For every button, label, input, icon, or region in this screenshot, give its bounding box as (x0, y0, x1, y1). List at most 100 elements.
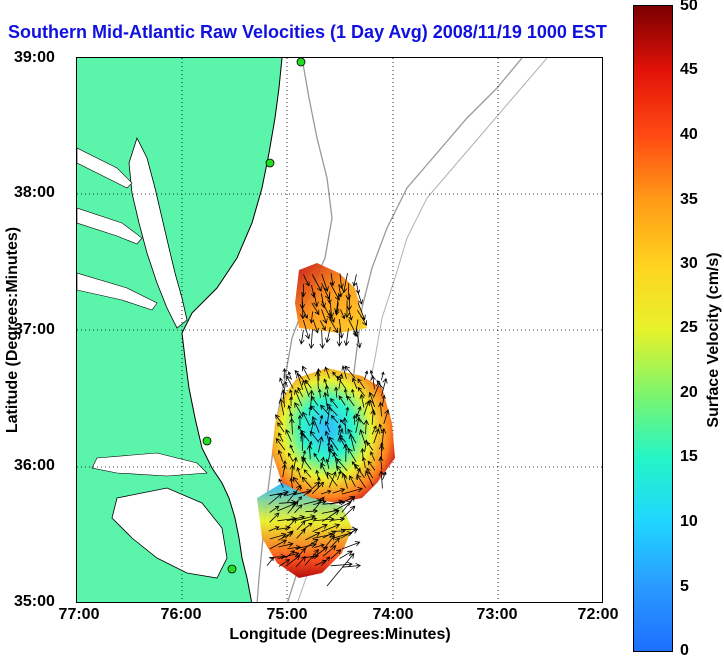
station-marker-4 (227, 564, 237, 574)
velocity-arrow (278, 541, 294, 548)
y-tick-label: 35:00 (14, 593, 55, 610)
velocity-arrow (318, 388, 322, 398)
velocity-arrow (301, 456, 312, 470)
velocity-arrow (325, 327, 331, 344)
velocity-arrow (338, 373, 344, 389)
velocity-arrow (357, 309, 368, 326)
velocity-arrow (324, 366, 330, 379)
velocity-arrow (344, 365, 356, 379)
x-tick-label: 75:00 (266, 606, 308, 623)
x-tick-label: 76:00 (160, 606, 202, 623)
velocity-arrow (378, 470, 385, 489)
velocity-arrow (367, 460, 376, 471)
velocity-arrow (303, 516, 318, 522)
velocity-arrow (296, 520, 306, 531)
velocity-arrow (383, 409, 390, 425)
velocity-map[interactable] (76, 57, 603, 603)
velocity-arrow (347, 447, 357, 463)
bay-inlet-3 (77, 272, 158, 311)
velocity-arrow (309, 311, 314, 324)
velocity-arrow (368, 399, 375, 416)
colorbar-tick: 20 (680, 384, 698, 401)
colorbar-tick: 40 (680, 126, 698, 143)
velocity-arrow (339, 550, 353, 559)
velocity-arrow (314, 370, 321, 390)
velocity-arrow (320, 556, 331, 566)
velocity-arrow (297, 414, 303, 426)
velocity-arrow (309, 430, 320, 443)
velocity-arrow (343, 328, 350, 347)
x-tick-label: 73:00 (476, 606, 518, 623)
velocity-arrow (337, 424, 342, 436)
velocity-arrow (311, 274, 322, 292)
velocity-arrow (287, 484, 302, 503)
velocity-arrow (348, 433, 355, 451)
velocity-arrow (351, 388, 355, 398)
velocity-arrow (320, 404, 330, 416)
velocity-arrow (321, 510, 340, 522)
velocity-arrow (287, 545, 302, 551)
albemarle-sound (91, 452, 208, 477)
velocity-arrow (310, 420, 315, 433)
velocity-arrow (303, 522, 313, 530)
velocity-arrow (371, 425, 377, 435)
velocity-arrow (361, 456, 367, 469)
velocity-arrow (310, 284, 316, 298)
chesapeake-bay (128, 136, 188, 329)
y-tick-label: 36:00 (14, 457, 55, 474)
velocity-arrow (302, 365, 310, 381)
velocity-arrow (341, 495, 356, 513)
x-tick-label: 72:00 (577, 606, 619, 623)
velocity-arrow (365, 470, 374, 487)
y-tick-label: 38:00 (14, 184, 55, 201)
velocity-arrow (381, 371, 385, 381)
velocity-arrow (294, 402, 303, 417)
velocity-arrow (268, 493, 283, 505)
velocity-arrow (311, 546, 329, 559)
velocity-arrow (341, 487, 363, 495)
velocity-arrow (366, 441, 374, 451)
velocity-vectors (266, 273, 390, 587)
velocity-arrow (324, 420, 331, 433)
colorbar (633, 5, 673, 652)
station-marker-2 (265, 158, 275, 168)
velocity-arrow (381, 394, 386, 406)
velocity-arrow (286, 375, 294, 389)
velocity-arrow (329, 273, 335, 287)
velocity-arrow (328, 436, 339, 451)
velocity-arrow (302, 411, 311, 426)
velocity-patch-south (272, 368, 395, 503)
velocity-arrow (366, 467, 374, 479)
colorbar-tick: 35 (680, 191, 698, 208)
velocity-arrow (303, 481, 321, 497)
velocity-arrow (278, 432, 284, 442)
station-marker-3 (202, 436, 212, 446)
velocity-arrow (312, 319, 319, 334)
velocity-arrow (277, 422, 285, 433)
velocity-arrow (334, 386, 339, 398)
velocity-arrow (266, 556, 275, 566)
velocity-arrow (332, 488, 346, 494)
colorbar-tick: 15 (680, 448, 698, 465)
velocity-arrow (329, 318, 339, 334)
velocity-arrow (357, 378, 366, 389)
colorbar-tick: 30 (680, 255, 698, 272)
velocity-arrow (380, 427, 387, 444)
velocity-arrow (288, 452, 294, 462)
velocity-arrow (359, 393, 365, 408)
y-axis-label: Latitude (Degrees:Minutes) (4, 226, 21, 434)
velocity-arrow (281, 463, 287, 478)
velocity-arrow (355, 416, 361, 433)
velocity-arrow (322, 530, 337, 539)
x-tick-label: 77:00 (58, 606, 100, 623)
velocity-arrow (340, 505, 356, 521)
velocity-arrow (325, 458, 330, 469)
velocity-arrow (352, 414, 357, 425)
velocity-arrow (280, 389, 287, 408)
velocity-arrow (300, 432, 306, 451)
colorbar-tick: 5 (680, 578, 689, 595)
velocity-arrow (349, 475, 356, 487)
velocity-arrow (277, 502, 297, 512)
velocity-arrow (294, 389, 303, 407)
velocity-arrow (311, 302, 320, 316)
